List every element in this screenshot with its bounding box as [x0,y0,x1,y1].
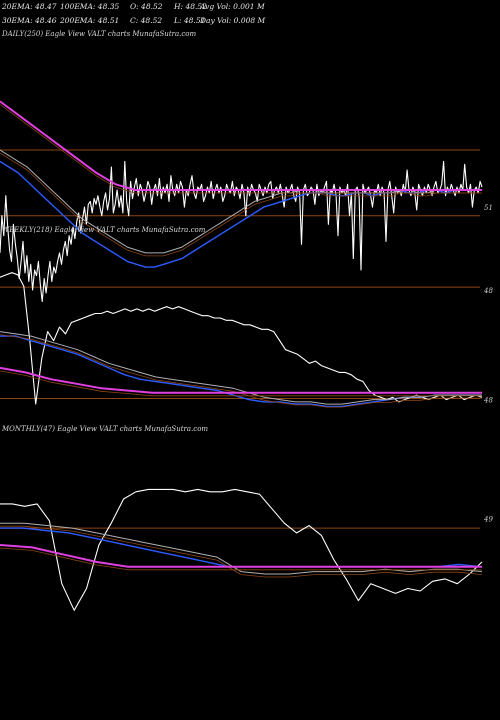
monthly-y-tick-label: 49 [483,515,493,523]
weekly-ema-mid-line [0,331,482,405]
weekly-ema-long-line-shadow [0,370,482,397]
monthly-ema-mid-line [0,522,483,575]
ema30-text: 30EMA: 48.46 [2,16,57,25]
monthly-ema-long-line-shadow [0,547,482,571]
day-vol-text: Day Vol: 0.008 M [200,16,266,25]
daily-ema-mid-line-shadow [0,152,482,257]
monthly-price-line [0,488,483,611]
low-text: L: 48.51 [174,16,206,25]
daily-y-tick-label: 51 [484,204,493,212]
monthly-ema-short-line [0,527,483,568]
weekly-panel-label: WEEKLY(218) Eagle View VALT charts Munaf… [2,226,206,234]
ema200-text: 200EMA: 48.51 [60,16,120,25]
daily-ema-short-line [0,160,482,268]
monthly-panel-label: MONTHLY(47) Eagle View VALT charts Munaf… [2,425,209,433]
daily-ema-long-line-shadow [0,104,482,194]
monthly-ema-mid-line-shadow [0,525,483,578]
weekly-ema-long-line [0,366,482,394]
close-text: C: 48.52 [130,16,163,25]
weekly-price-line [0,272,483,405]
ema20-text: 20EMA: 48.47 [2,2,57,11]
daily-panel-label: DAILY(250) Eagle View VALT charts Munafa… [2,30,197,38]
daily-price-line [0,160,483,302]
daily-y-tick-label: 48 [483,287,493,295]
daily-ema-long-line [0,100,482,191]
weekly-ema-mid-line-shadow [0,334,482,408]
open-text: O: 48.52 [130,2,163,11]
high-text: H: 48.52 [174,2,207,11]
weekly-y-tick-label: 48 [483,397,493,405]
avg-vol-text: Avg Vol: 0.001 M [200,2,265,11]
ema100-text: 100EMA: 48.35 [60,2,120,11]
monthly-ema-long-line [0,544,482,568]
